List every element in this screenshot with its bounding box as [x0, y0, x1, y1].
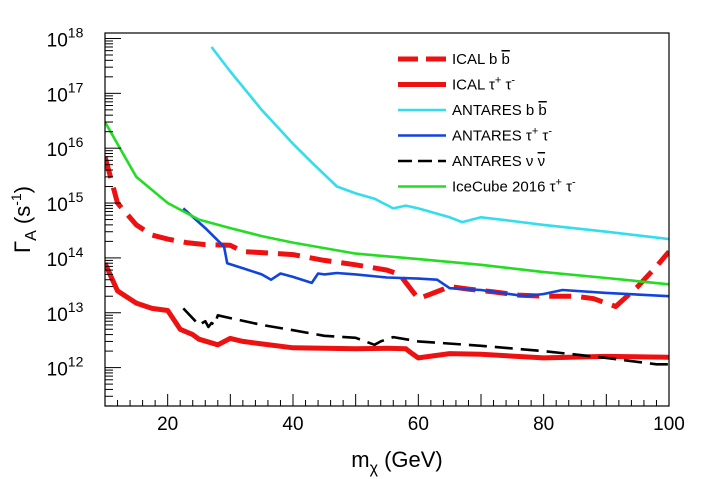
y-tick-label: 1017	[47, 79, 84, 106]
y-tick-power: 12	[68, 354, 84, 370]
y-tick-label: 1014	[47, 244, 84, 271]
y-tick-label: 1016	[47, 134, 84, 161]
series-line-2	[210, 46, 669, 241]
y-axis-title-sub: A	[23, 230, 40, 241]
legend-label-4: ANTARES ν ν	[452, 153, 545, 170]
x-axis-title: mχ (GeV)	[351, 447, 443, 477]
legend-label-sup: +	[495, 75, 501, 87]
legend-label-0: ICAL b b	[452, 51, 510, 68]
y-tick-base: 10	[47, 85, 68, 106]
y-tick-base: 10	[47, 305, 68, 326]
x-tick-label: 80	[533, 414, 554, 435]
legend-label-sup: +	[532, 126, 538, 138]
legend-label-main: IceCube 2016 τ	[452, 179, 556, 196]
x-tick-label: 40	[282, 414, 303, 435]
y-tick-base: 10	[47, 30, 68, 51]
legend-label-main: ICAL τ	[452, 77, 495, 94]
legend-label-sup2: -	[511, 75, 515, 87]
legend-label-1: ICAL τ+ τ-	[452, 75, 515, 94]
y-tick-label: 1015	[47, 189, 84, 216]
y-axis-title-unit-pre: (s	[10, 206, 35, 230]
y-tick-label: 1013	[47, 299, 84, 326]
y-tick-base: 10	[47, 195, 68, 216]
y-axis-title-unit-sup: -1	[8, 193, 24, 206]
y-tick-label: 1012	[47, 354, 84, 381]
legend-label-3: ANTARES τ+ τ-	[452, 126, 552, 145]
legend-label-sup: +	[556, 177, 562, 189]
x-tick-label: 20	[157, 414, 178, 435]
legend-label-5: IceCube 2016 τ+ τ-	[452, 177, 576, 196]
y-tick-base: 10	[47, 250, 68, 271]
y-axis-title-unit-post: )	[10, 186, 35, 193]
legend-label-main: ANTARES ν	[452, 153, 533, 170]
series-line-0	[105, 156, 669, 309]
y-axis-title: ΓA (s-1)	[8, 186, 40, 253]
legend-label-bar: ν	[538, 153, 546, 170]
y-tick-label: 1018	[47, 24, 84, 51]
series-layer	[105, 46, 669, 366]
x-axis-title-unit: (GeV)	[378, 447, 443, 472]
legend-label-tail: τ	[562, 179, 572, 196]
series-line-3	[182, 207, 669, 298]
legend-label-main: ICAL b	[452, 51, 497, 68]
legend-label-sup2: -	[572, 177, 576, 189]
x-axis-title-main: m	[351, 447, 369, 472]
legend-label-tail: τ	[538, 128, 548, 145]
y-tick-power: 18	[68, 24, 84, 40]
y-axis-title-main: Γ	[10, 241, 35, 253]
y-tick-power: 14	[68, 244, 84, 260]
x-axis-title-sub: χ	[370, 460, 379, 477]
legend-label-sup2: -	[548, 126, 552, 138]
legend-label-bar: b	[538, 102, 546, 119]
legend-label-2: ANTARES b b	[452, 102, 547, 119]
x-tick-label: 60	[408, 414, 429, 435]
ticks-layer	[104, 37, 670, 407]
x-tick-label: 100	[653, 414, 685, 435]
y-tick-power: 16	[68, 134, 84, 150]
series-line-1	[105, 262, 669, 361]
legend-label-main: ANTARES τ	[452, 128, 532, 145]
y-tick-base: 10	[47, 140, 68, 161]
series-line-4	[182, 307, 669, 366]
y-tick-power: 15	[68, 189, 84, 205]
legend-label-bar: b	[501, 51, 509, 68]
legend-label-tail: τ	[501, 77, 511, 94]
legend-label-main: ANTARES b	[452, 102, 534, 119]
y-tick-base: 10	[47, 360, 68, 381]
y-tick-power: 13	[68, 299, 84, 315]
y-tick-power: 17	[68, 79, 84, 95]
series-line-5	[105, 121, 669, 286]
